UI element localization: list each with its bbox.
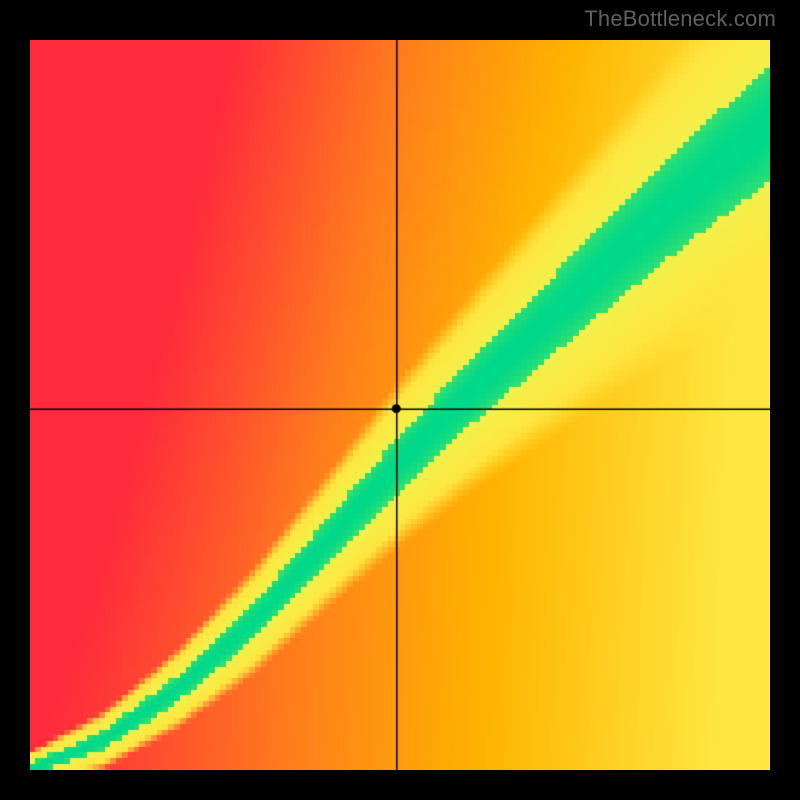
bottleneck-heatmap <box>30 40 770 770</box>
attribution-text: TheBottleneck.com <box>584 6 776 32</box>
page-root: { "attribution": { "text": "TheBottlenec… <box>0 0 800 800</box>
plot-frame <box>30 40 770 770</box>
